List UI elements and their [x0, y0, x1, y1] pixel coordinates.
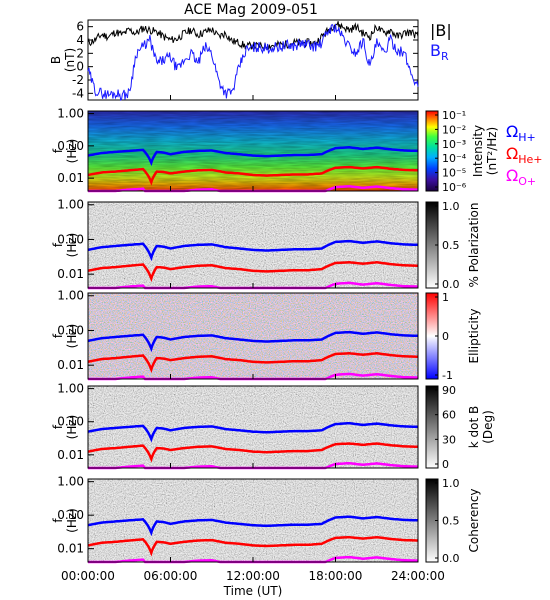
h-plus-gyro-line: [87, 146, 419, 167]
y-axis-label: f: [51, 333, 65, 338]
y-tick-label: 0.10: [57, 232, 84, 246]
y-tick-label: 1.00: [57, 382, 84, 396]
b-r-series: [87, 23, 419, 101]
colorbar-tick-label: 0.0: [442, 278, 460, 291]
colorbar-label: Coherency: [467, 488, 481, 552]
colorbar-tick-label: 0.5: [442, 515, 460, 528]
y-axis-unit: (Hz): [65, 324, 79, 349]
colorbar-tick-label: 10⁻¹: [442, 109, 466, 122]
y-tick-label: -4: [72, 86, 84, 100]
y-axis-unit: (Hz): [65, 415, 79, 440]
colorbar-unit: (Deg): [481, 410, 495, 444]
he-plus-gyro-line: [87, 535, 418, 557]
colorbar-label: Ellipticity: [467, 309, 481, 364]
y-tick-label: -2: [72, 73, 84, 87]
time-tick-label: 18:00:00: [309, 569, 363, 583]
y-tick-label: 0: [76, 60, 84, 74]
legend-b-r: BR: [430, 41, 449, 63]
colorbar-tick-label: 0: [442, 458, 449, 471]
h-plus-gyro-line: [87, 330, 418, 353]
coherency-panel: 1.00 0.10 0.01 f (Hz) 1.0 0.5 0.0 Coherency: [51, 475, 481, 565]
time-axis-label: Time (UT): [223, 584, 283, 598]
colorbar-tick-label: 10⁻⁵: [442, 167, 466, 180]
y-tick-label: 0.10: [57, 415, 84, 429]
colorbar-label: % Polarization: [467, 203, 481, 288]
gyro-label-1: ΩHe+: [506, 144, 543, 166]
intensity-panel: 1.00 0.10 0.01 f (Hz) 10⁻¹10⁻² 10⁻³10⁻⁴ 10⁻⁵10⁻…: [51, 107, 543, 194]
legend-b-total: |B|: [430, 21, 452, 40]
y-tick-label: 1.00: [57, 289, 84, 303]
colorbar-tick-label: 0.0: [442, 552, 460, 565]
y-tick-label: 2: [76, 46, 84, 60]
y-axis-unit: (nT): [63, 48, 77, 72]
y-axis-unit: (Hz): [65, 139, 79, 164]
y-tick-label: 0.01: [57, 448, 84, 462]
y-tick-label: 0.01: [57, 171, 84, 185]
colorbar-tick-label: 1: [442, 291, 449, 304]
time-tick-label: 24:00:00: [391, 569, 445, 583]
colorbar-unit: (nT²/Hz): [485, 127, 499, 175]
polarization-panel: 1.00 0.10 0.01 f (Hz) 1.0 0.5 0.0 % Polarization: [51, 198, 481, 291]
he-plus-gyro-line: [87, 261, 418, 283]
time-tick-label: 12:00:00: [226, 569, 280, 583]
k_dot_B-panel: 1.00 0.10 0.01 f (Hz) 90 60 30 0 k dot B (Deg): [51, 382, 495, 471]
gyro-label-0: ΩH+: [506, 122, 536, 144]
y-tick-label: 0.01: [57, 358, 84, 372]
he-plus-gyro-line: [87, 442, 419, 463]
time-axis: 00:00:00 06:00:00 12:00:00 18:00:00 24:0…: [61, 569, 445, 598]
colorbar-tick-label: 1.0: [442, 477, 460, 490]
y-tick-label: 1.00: [57, 198, 84, 212]
colorbar: [425, 385, 439, 469]
colorbar-label: Intensity: [471, 125, 485, 177]
ellipticity-panel: 1.00 0.10 0.01 f (Hz) 1 0 -1 Ellipticity: [51, 289, 481, 382]
y-tick-label: 0.01: [57, 542, 84, 556]
colorbar-tick-label: 1.0: [442, 200, 460, 213]
colorbar-tick-label: 10⁻³: [442, 138, 466, 151]
he-plus-gyro-line: [87, 352, 418, 374]
colorbar: [425, 110, 439, 192]
colorbar-tick-label: 10⁻⁶: [442, 181, 467, 194]
y-axis-unit: (Hz): [65, 233, 79, 258]
y-tick-label: 1.00: [57, 107, 84, 121]
y-tick-label: 0.10: [57, 323, 84, 337]
y-axis-label: f: [51, 242, 65, 247]
gyro-label-2: ΩO+: [506, 166, 536, 188]
y-tick-label: 4: [76, 33, 84, 47]
colorbar-tick-label: 90: [442, 384, 456, 397]
colorbar-tick-label: 60: [442, 409, 456, 422]
colorbar-label: k dot B: [467, 406, 481, 448]
y-tick-label: 0.01: [57, 267, 84, 281]
y-axis-label: f: [51, 424, 65, 429]
he-plus-gyro-line: [87, 165, 419, 186]
y-tick-label: 6: [76, 20, 84, 34]
y-tick-label: 0.10: [57, 139, 84, 153]
colorbar-tick-label: 10⁻²: [442, 123, 466, 136]
figure-title: ACE Mag 2009-051: [184, 2, 318, 18]
colorbar-tick-label: 10⁻⁴: [442, 152, 467, 165]
y-axis-label: B: [49, 56, 63, 64]
h-plus-gyro-line: [87, 515, 418, 537]
y-axis-label: f: [51, 148, 65, 153]
y-tick-label: 0.10: [57, 508, 84, 522]
h-plus-gyro-line: [87, 239, 418, 262]
y-tick-label: 1.00: [57, 475, 84, 489]
colorbar-tick-label: 0.5: [442, 239, 460, 252]
time-tick-label: 00:00:00: [61, 569, 115, 583]
time-tick-label: 06:00:00: [144, 569, 198, 583]
y-axis-unit: (Hz): [65, 508, 79, 533]
colorbar-tick-label: -1: [442, 369, 453, 382]
y-axis-label: f: [51, 518, 65, 523]
colorbar-tick-label: 0: [442, 330, 449, 343]
colorbar-tick-label: 30: [442, 433, 456, 446]
h-plus-gyro-line: [87, 421, 419, 443]
